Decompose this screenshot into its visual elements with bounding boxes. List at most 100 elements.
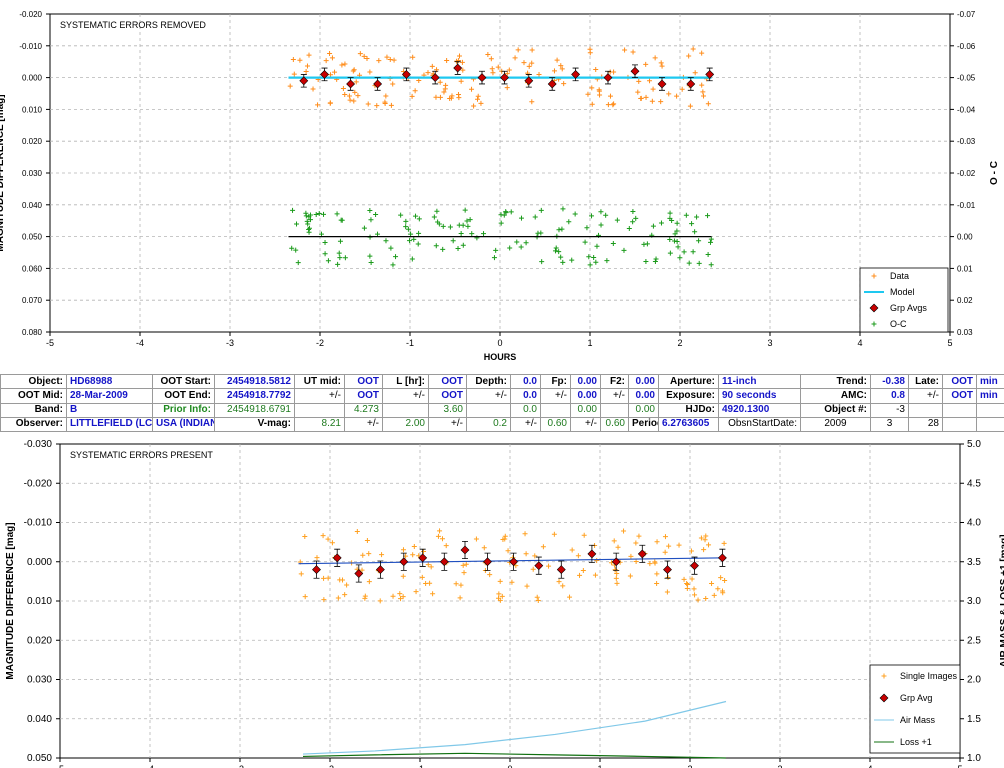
info-cell: 28-Mar-2009 bbox=[66, 388, 153, 404]
data-point bbox=[302, 594, 308, 600]
group-average-point bbox=[547, 79, 557, 89]
data-point bbox=[633, 215, 639, 221]
data-point bbox=[523, 551, 529, 557]
data-point bbox=[667, 237, 673, 243]
data-point bbox=[711, 592, 717, 598]
data-point bbox=[400, 594, 406, 600]
data-point bbox=[366, 551, 372, 557]
data-point bbox=[379, 552, 385, 558]
data-point bbox=[654, 571, 660, 577]
series-single-images bbox=[297, 528, 728, 604]
data-point bbox=[610, 102, 616, 108]
y2-tick-label: 0.02 bbox=[957, 296, 973, 305]
data-point bbox=[447, 224, 453, 230]
data-point bbox=[594, 558, 600, 564]
data-point bbox=[335, 595, 341, 601]
data-point bbox=[598, 222, 604, 228]
data-point bbox=[434, 208, 440, 214]
info-cell: 4.273 bbox=[344, 402, 383, 418]
data-point bbox=[603, 212, 609, 218]
data-point bbox=[408, 231, 414, 237]
group-average-point bbox=[312, 565, 321, 575]
data-point bbox=[443, 543, 449, 549]
y2-tick-label: -0.06 bbox=[957, 42, 976, 51]
info-cell: 2009 bbox=[800, 416, 871, 433]
data-point bbox=[684, 580, 690, 586]
data-point bbox=[325, 258, 331, 264]
data-point bbox=[352, 89, 358, 95]
data-point bbox=[340, 86, 346, 92]
data-point bbox=[700, 89, 706, 95]
data-point bbox=[498, 212, 504, 218]
x-tick-label: -4 bbox=[146, 764, 154, 768]
data-point bbox=[688, 548, 694, 554]
data-point bbox=[373, 211, 379, 217]
group-average-point bbox=[663, 565, 672, 575]
info-cell: 0.00 bbox=[570, 388, 601, 404]
data-point bbox=[321, 597, 327, 603]
info-cell: HJDo: bbox=[658, 402, 719, 418]
data-point bbox=[692, 229, 698, 235]
data-point bbox=[455, 57, 461, 63]
data-point bbox=[652, 559, 658, 565]
data-point bbox=[614, 217, 620, 223]
data-point bbox=[327, 51, 333, 57]
data-point bbox=[587, 262, 593, 268]
data-point bbox=[675, 244, 681, 250]
data-point bbox=[453, 581, 459, 587]
data-point bbox=[658, 99, 664, 105]
y2-tick-label: 2.5 bbox=[967, 635, 981, 646]
data-point bbox=[587, 46, 593, 52]
data-point bbox=[347, 97, 353, 103]
data-point bbox=[667, 210, 673, 216]
data-point bbox=[500, 536, 506, 542]
data-point bbox=[593, 259, 599, 265]
data-point bbox=[287, 83, 293, 89]
group-average-point bbox=[686, 79, 696, 89]
data-point bbox=[703, 595, 709, 601]
info-cell: 2.00 bbox=[382, 416, 429, 433]
data-point bbox=[495, 64, 501, 70]
data-point bbox=[325, 536, 331, 542]
x-tick-label: 1 bbox=[587, 338, 592, 348]
group-average-point bbox=[611, 557, 621, 567]
info-cell: +/- bbox=[344, 416, 383, 433]
data-point bbox=[368, 259, 374, 265]
data-point bbox=[696, 238, 702, 244]
series-line bbox=[302, 752, 727, 759]
group-average-point bbox=[373, 79, 383, 89]
data-point bbox=[294, 221, 300, 227]
data-point bbox=[339, 62, 345, 68]
data-point bbox=[691, 586, 697, 592]
data-point bbox=[607, 93, 613, 99]
data-point bbox=[690, 46, 696, 52]
group-average-point bbox=[603, 73, 613, 83]
data-point bbox=[337, 238, 343, 244]
info-cell: OOT bbox=[344, 388, 383, 404]
x-tick-label: -5 bbox=[56, 764, 64, 768]
data-point bbox=[334, 211, 340, 217]
legend-label: Grp Avgs bbox=[890, 303, 927, 313]
group-average-point bbox=[477, 73, 487, 83]
info-cell: OOT Start: bbox=[152, 373, 215, 390]
info-cell: OOT bbox=[942, 373, 977, 390]
data-point bbox=[342, 255, 348, 261]
data-point bbox=[679, 86, 685, 92]
data-point bbox=[677, 255, 683, 261]
data-point bbox=[384, 54, 390, 60]
info-cell: 0.0 bbox=[510, 388, 541, 404]
info-cell: +/- bbox=[382, 388, 429, 404]
data-point bbox=[306, 225, 312, 231]
data-point bbox=[450, 238, 456, 244]
data-point bbox=[410, 54, 416, 60]
legend-label: O-C bbox=[890, 319, 907, 329]
info-cell: OOT bbox=[942, 388, 977, 404]
y-tick-label: 0.020 bbox=[22, 137, 43, 146]
data-point bbox=[633, 540, 639, 546]
data-point bbox=[695, 597, 701, 603]
data-point bbox=[328, 72, 334, 78]
info-cell: -0.38 bbox=[870, 373, 909, 390]
data-point bbox=[382, 100, 388, 106]
y2-tick-label: 2.0 bbox=[967, 675, 981, 686]
data-point bbox=[390, 593, 396, 599]
